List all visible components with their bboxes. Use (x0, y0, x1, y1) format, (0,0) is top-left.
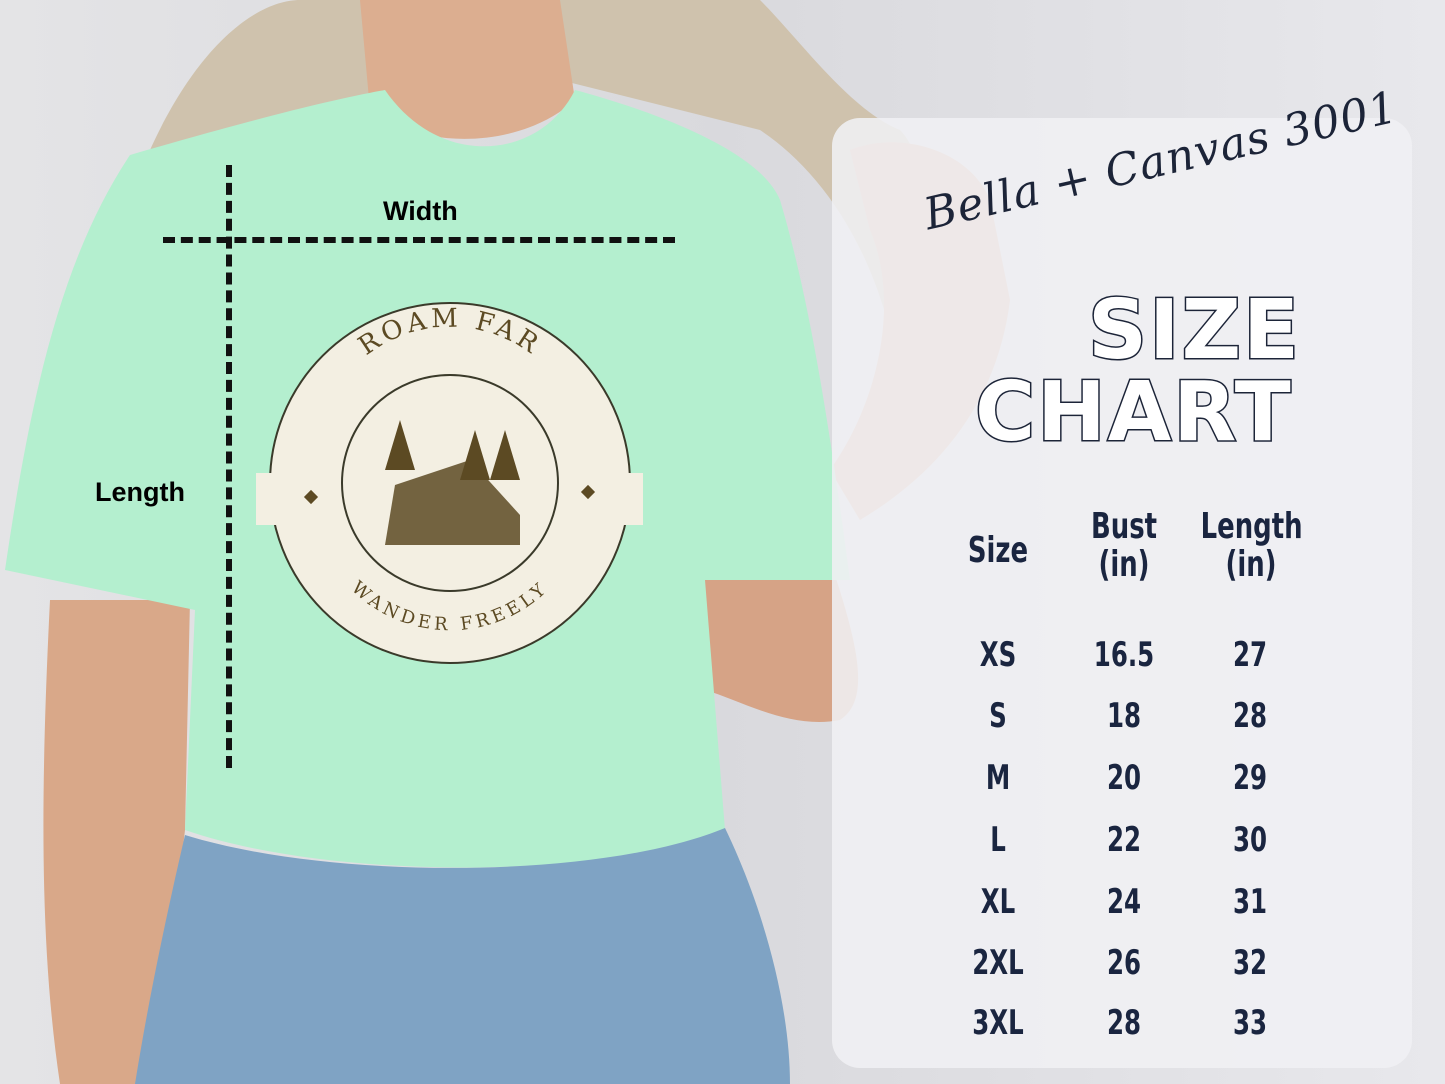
table-cell-bust: 20 (1106, 758, 1142, 798)
header-length: Length (in) (1200, 506, 1303, 585)
table-cell-size: L (990, 820, 1006, 860)
table-cell-length: 31 (1232, 882, 1268, 922)
header-size: Size (948, 532, 1049, 570)
header-size-text: Size (967, 530, 1029, 571)
table-cell-length: 27 (1232, 635, 1268, 675)
length-label: Length (95, 477, 185, 507)
header-length-unit: (in) (1225, 543, 1277, 585)
table-cell-size: 2XL (972, 943, 1024, 983)
neck (360, 0, 575, 139)
logo-bottom-text: WANDER FREELY (347, 577, 552, 635)
table-cell-size: 3XL (972, 1003, 1024, 1043)
header-bust-unit: (in) (1098, 543, 1150, 585)
table-cell-bust: 16.5 (1093, 635, 1155, 675)
tent-icon (385, 460, 520, 545)
width-label: Width (383, 196, 458, 226)
right-arm (705, 560, 859, 723)
table-cell-bust: 22 (1106, 820, 1142, 860)
trees-icon (385, 420, 520, 480)
chart-heading: CHART (974, 365, 1293, 460)
jeans (135, 828, 790, 1084)
table-cell-size: XL (980, 882, 1016, 922)
table-cell-length: 29 (1232, 758, 1268, 798)
header-bust-text: Bust (1090, 506, 1158, 547)
size-heading: SIZE (1086, 283, 1302, 378)
table-cell-length: 28 (1232, 696, 1268, 736)
header-length-text: Length (1200, 506, 1303, 547)
table-cell-length: 32 (1232, 943, 1268, 983)
table-cell-bust: 18 (1106, 696, 1142, 736)
length-measure-line (226, 165, 232, 768)
table-cell-size: S (989, 696, 1007, 736)
diamond-icon (303, 489, 319, 505)
shirt-logo (256, 302, 643, 664)
diamond-icon (580, 484, 596, 500)
table-cell-length: 33 (1232, 1003, 1268, 1043)
table-cell-size: XS (979, 635, 1017, 675)
size-chart-panel (832, 118, 1412, 1068)
width-measure-line (163, 237, 675, 243)
header-bust: Bust (in) (1074, 508, 1175, 584)
logo-top-text: ROAM FAR (353, 304, 547, 362)
table-cell-bust: 28 (1106, 1003, 1142, 1043)
table-cell-length: 30 (1232, 820, 1268, 860)
left-arm (43, 600, 190, 1084)
table-cell-bust: 24 (1106, 882, 1142, 922)
table-cell-size: M (985, 758, 1011, 798)
table-cell-bust: 26 (1106, 943, 1142, 983)
